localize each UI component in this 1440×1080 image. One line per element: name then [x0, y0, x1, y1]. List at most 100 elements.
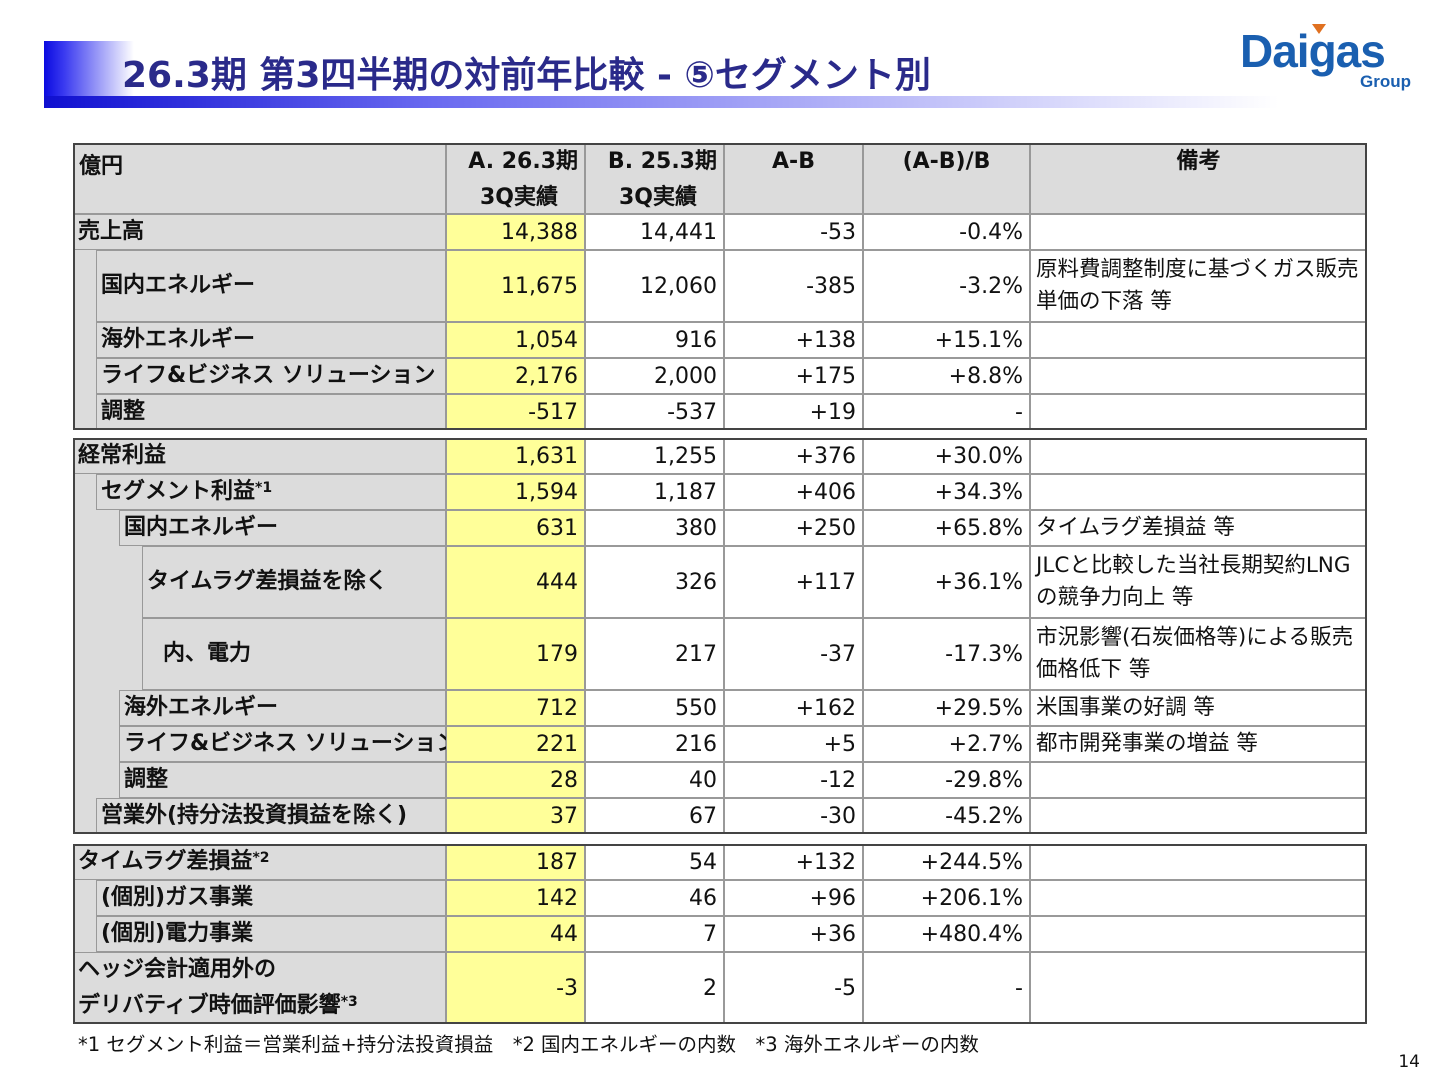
value-diff: +36 [724, 916, 863, 952]
value-ratio: +30.0% [863, 438, 1030, 474]
row-note [1030, 474, 1367, 510]
value-diff: -37 [724, 618, 863, 690]
value-ratio: -0.4% [863, 214, 1030, 250]
value-diff: +406 [724, 474, 863, 510]
value-ratio: +8.8% [863, 358, 1030, 394]
value-diff: +96 [724, 880, 863, 916]
row-note: 米国事業の好調 等 [1030, 690, 1367, 726]
value-a: 2,176 [446, 358, 585, 394]
row-label: 経常利益 [73, 438, 446, 474]
row-note [1030, 880, 1367, 916]
row-label: タイムラグ差損益*2 [73, 844, 446, 880]
row-label: ライフ&ビジネス ソリューション [96, 358, 446, 394]
row-label: (個別)電力事業 [96, 916, 446, 952]
header-col-diff: A-B [724, 143, 863, 214]
row-label: 海外エネルギー [96, 322, 446, 358]
value-b: 1,187 [585, 474, 724, 510]
value-diff: +132 [724, 844, 863, 880]
row-label: 海外エネルギー [119, 690, 446, 726]
value-diff: +5 [724, 726, 863, 762]
value-b: 550 [585, 690, 724, 726]
value-ratio: +480.4% [863, 916, 1030, 952]
value-b: 1,255 [585, 438, 724, 474]
value-ratio: -3.2% [863, 250, 1030, 322]
value-diff: +19 [724, 394, 863, 430]
row-note [1030, 438, 1367, 474]
value-ratio: -29.8% [863, 762, 1030, 798]
value-a: 631 [446, 510, 585, 546]
header-col-a: A. 26.3期 3Q実績 [446, 143, 585, 214]
value-a: -3 [446, 952, 585, 1024]
value-b: 216 [585, 726, 724, 762]
page-number: 14 [1398, 1052, 1420, 1072]
logo-triangle-icon [1312, 24, 1326, 34]
value-ratio: -45.2% [863, 798, 1030, 834]
row-label: ヘッジ会計適用外の デリバティブ時価評価影響*3 [73, 952, 446, 1024]
value-ratio: +2.7% [863, 726, 1030, 762]
row-label: 調整 [119, 762, 446, 798]
value-ratio: +206.1% [863, 880, 1030, 916]
header-col-b: B. 25.3期 3Q実績 [585, 143, 724, 214]
row-note: 都市開発事業の増益 等 [1030, 726, 1367, 762]
value-ratio: - [863, 394, 1030, 430]
footnote: *1 セグメント利益＝営業利益+持分法投資損益 *2 国内エネルギーの内数 *3… [78, 1033, 979, 1056]
value-a: 1,594 [446, 474, 585, 510]
value-b: 326 [585, 546, 724, 618]
row-note [1030, 916, 1367, 952]
row-label: 内、電力 [142, 618, 446, 690]
value-ratio: +34.3% [863, 474, 1030, 510]
value-a: 142 [446, 880, 585, 916]
row-note: 市況影響(石炭価格等)による販売価格低下 等 [1030, 618, 1367, 690]
value-diff: +162 [724, 690, 863, 726]
daigas-logo: Daigas Group [1240, 24, 1415, 94]
row-note: JLCと比較した当社長期契約LNGの競争力向上 等 [1030, 546, 1367, 618]
value-b: 12,060 [585, 250, 724, 322]
page-title: 26.3期 第3四半期の対前年比較 - ⑤セグメント別 [122, 55, 931, 96]
row-note [1030, 762, 1367, 798]
value-diff: -30 [724, 798, 863, 834]
value-a: 179 [446, 618, 585, 690]
value-a: 14,388 [446, 214, 585, 250]
value-diff: +138 [724, 322, 863, 358]
row-label: タイムラグ差損益を除く [142, 546, 446, 618]
value-a: 187 [446, 844, 585, 880]
row-note: タイムラグ差損益 等 [1030, 510, 1367, 546]
row-note: 原料費調整制度に基づくガス販売単価の下落 等 [1030, 250, 1367, 322]
value-ratio: - [863, 952, 1030, 1024]
logo-word: Daigas [1240, 25, 1386, 77]
value-ratio: +65.8% [863, 510, 1030, 546]
value-b: 54 [585, 844, 724, 880]
title-underline [44, 96, 1344, 108]
value-ratio: -17.3% [863, 618, 1030, 690]
row-label: 調整 [96, 394, 446, 430]
value-a: 712 [446, 690, 585, 726]
value-b: 67 [585, 798, 724, 834]
value-a: 11,675 [446, 250, 585, 322]
row-label: 営業外(持分法投資損益を除く) [96, 798, 446, 834]
value-a: 1,631 [446, 438, 585, 474]
row-label: (個別)ガス事業 [96, 880, 446, 916]
value-b: 380 [585, 510, 724, 546]
value-a: 44 [446, 916, 585, 952]
row-label: セグメント利益*1 [96, 474, 446, 510]
value-ratio: +244.5% [863, 844, 1030, 880]
value-diff: -385 [724, 250, 863, 322]
value-diff: -5 [724, 952, 863, 1024]
value-b: 7 [585, 916, 724, 952]
row-label: 国内エネルギー [96, 250, 446, 322]
value-a: 37 [446, 798, 585, 834]
value-b: 14,441 [585, 214, 724, 250]
value-diff: +376 [724, 438, 863, 474]
value-b: 40 [585, 762, 724, 798]
value-diff: +175 [724, 358, 863, 394]
value-b: 916 [585, 322, 724, 358]
row-note [1030, 394, 1367, 430]
value-a: 28 [446, 762, 585, 798]
row-note [1030, 322, 1367, 358]
value-b: 2,000 [585, 358, 724, 394]
value-b: 2 [585, 952, 724, 1024]
row-note [1030, 358, 1367, 394]
row-label: ライフ&ビジネス ソリューション [119, 726, 458, 762]
value-a: 221 [446, 726, 585, 762]
value-diff: -12 [724, 762, 863, 798]
